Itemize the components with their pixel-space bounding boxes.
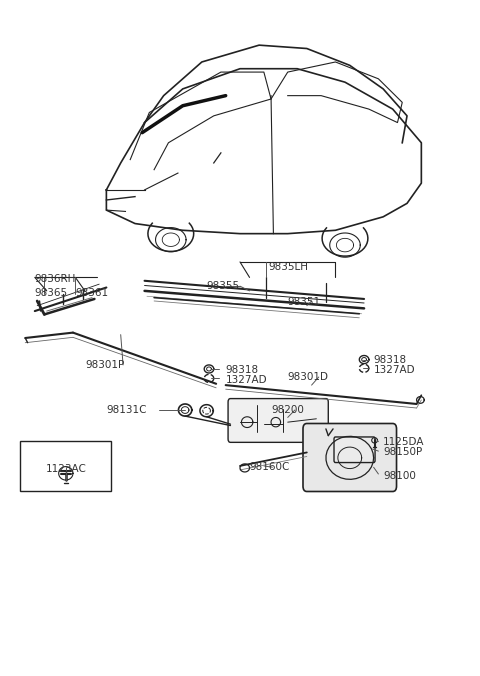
Text: 1123AC: 1123AC [46,464,86,475]
Text: 1125DA: 1125DA [383,437,425,447]
Text: 1327AD: 1327AD [373,364,415,375]
FancyBboxPatch shape [228,399,328,442]
Text: 98200: 98200 [271,405,304,415]
Text: 98100: 98100 [383,471,416,481]
Text: 98365: 98365 [35,288,68,298]
Text: 1327AD: 1327AD [226,375,267,385]
Text: 98131C: 98131C [107,405,147,415]
FancyBboxPatch shape [303,423,396,491]
Text: 98301D: 98301D [288,372,329,382]
Text: 98361: 98361 [75,288,108,298]
Text: 98318: 98318 [226,365,259,375]
Text: 98301P: 98301P [85,360,124,370]
Text: 98318: 98318 [373,354,407,364]
Bar [21,441,111,491]
Text: 9836RH: 9836RH [35,274,76,284]
Text: 98160C: 98160C [250,462,290,473]
Text: 98351: 98351 [288,297,321,308]
Text: 98150P: 98150P [383,448,422,458]
FancyBboxPatch shape [334,437,375,462]
Text: 98355: 98355 [206,281,240,291]
Text: 9835LH: 9835LH [269,262,309,272]
